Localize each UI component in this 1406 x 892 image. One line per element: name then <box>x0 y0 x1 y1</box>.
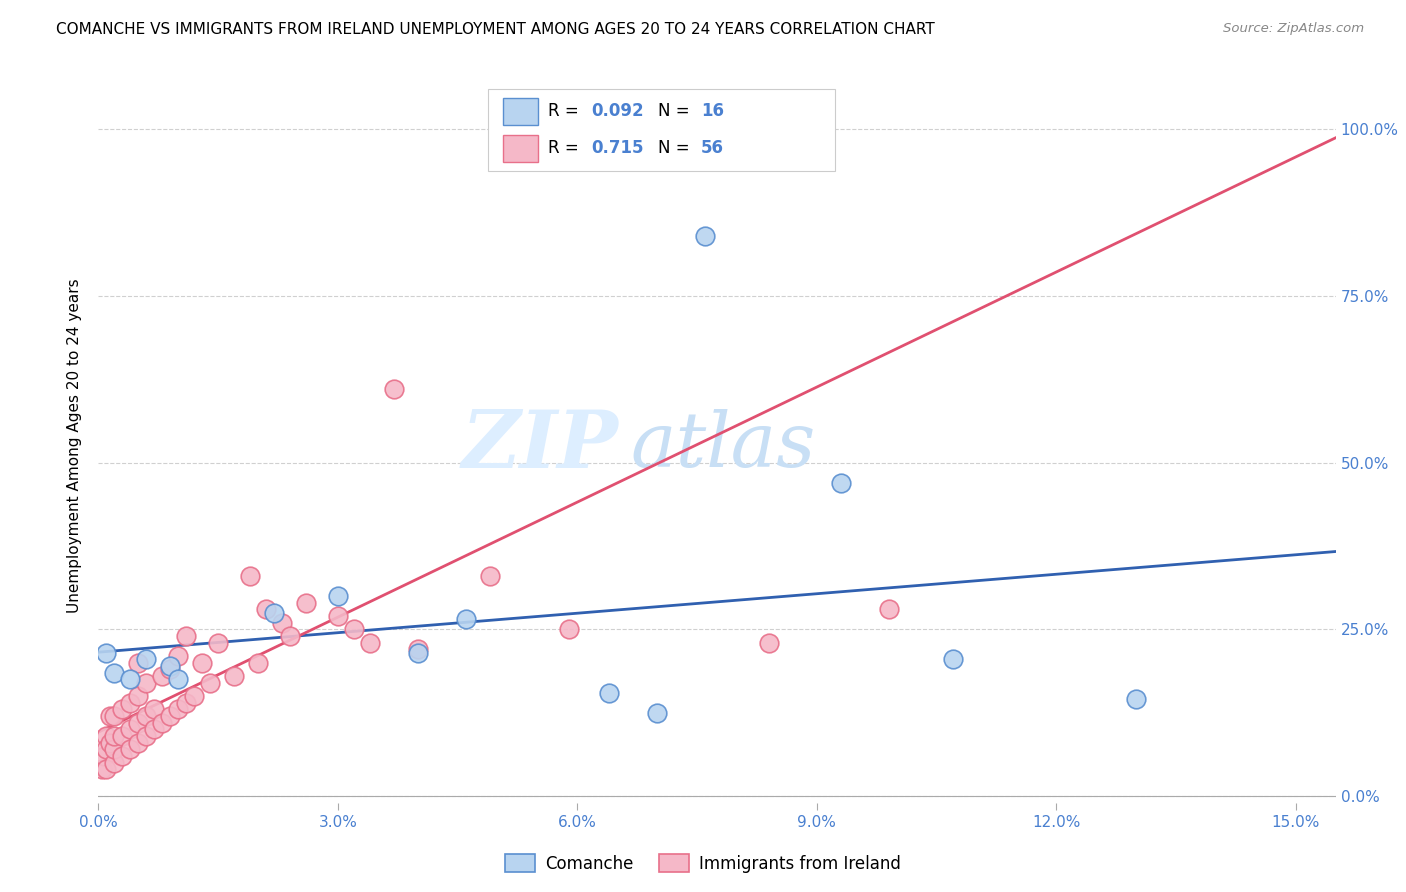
Point <box>167 702 190 716</box>
Point <box>103 742 125 756</box>
Point <box>167 649 190 664</box>
Legend: Comanche, Immigrants from Ireland: Comanche, Immigrants from Ireland <box>499 847 907 880</box>
Point <box>382 382 405 396</box>
Point <box>120 723 142 737</box>
Point <box>135 652 157 666</box>
Y-axis label: Unemployment Among Ages 20 to 24 years: Unemployment Among Ages 20 to 24 years <box>67 278 83 614</box>
Point <box>830 475 852 490</box>
Point <box>295 596 318 610</box>
Point <box>96 646 118 660</box>
Text: N =: N = <box>658 103 695 120</box>
Point <box>127 715 149 730</box>
Point <box>135 709 157 723</box>
Point <box>174 629 197 643</box>
Point <box>120 742 142 756</box>
Point <box>598 686 620 700</box>
Point <box>207 636 229 650</box>
Point <box>96 763 118 777</box>
Point <box>100 709 122 723</box>
Text: 56: 56 <box>702 139 724 157</box>
Point <box>103 756 125 770</box>
Point <box>271 615 294 630</box>
Text: atlas: atlas <box>630 409 815 483</box>
Point <box>1125 692 1147 706</box>
Point <box>143 702 166 716</box>
Point <box>167 673 190 687</box>
Point <box>198 675 221 690</box>
Point <box>100 736 122 750</box>
Point <box>406 646 429 660</box>
Point <box>191 656 214 670</box>
Point <box>120 673 142 687</box>
Point <box>150 669 173 683</box>
Point <box>135 675 157 690</box>
Point <box>693 228 716 243</box>
Point <box>111 702 134 716</box>
Point <box>94 729 117 743</box>
Point <box>120 696 142 710</box>
Point <box>127 736 149 750</box>
Point <box>135 729 157 743</box>
Point <box>159 662 181 676</box>
Point <box>159 659 181 673</box>
Point <box>174 696 197 710</box>
Text: R =: R = <box>547 139 583 157</box>
Point <box>326 609 349 624</box>
Point <box>254 602 277 616</box>
Point <box>278 629 301 643</box>
Point <box>558 623 581 637</box>
FancyBboxPatch shape <box>503 98 537 125</box>
Point <box>150 715 173 730</box>
Point <box>645 706 668 720</box>
Point <box>478 569 501 583</box>
Point <box>678 122 700 136</box>
Point <box>454 612 477 626</box>
Point <box>143 723 166 737</box>
Point <box>877 602 900 616</box>
Point <box>183 689 205 703</box>
Text: 16: 16 <box>702 103 724 120</box>
Point <box>127 656 149 670</box>
Text: 0.715: 0.715 <box>591 139 644 157</box>
Point <box>103 665 125 680</box>
Text: R =: R = <box>547 103 583 120</box>
Point <box>224 669 246 683</box>
Point <box>127 689 149 703</box>
Point <box>239 569 262 583</box>
FancyBboxPatch shape <box>503 135 537 162</box>
Text: ZIP: ZIP <box>461 408 619 484</box>
Point <box>91 763 114 777</box>
Point <box>159 709 181 723</box>
Point <box>758 636 780 650</box>
Point <box>247 656 270 670</box>
Point <box>406 642 429 657</box>
Point <box>111 749 134 764</box>
Text: N =: N = <box>658 139 695 157</box>
Point <box>343 623 366 637</box>
Point <box>103 729 125 743</box>
Point <box>359 636 381 650</box>
Text: Source: ZipAtlas.com: Source: ZipAtlas.com <box>1223 22 1364 36</box>
Point <box>941 652 963 666</box>
Point <box>103 709 125 723</box>
Point <box>326 589 349 603</box>
Point <box>96 742 118 756</box>
FancyBboxPatch shape <box>488 89 835 171</box>
Point <box>263 606 285 620</box>
Point <box>797 122 820 136</box>
Text: COMANCHE VS IMMIGRANTS FROM IRELAND UNEMPLOYMENT AMONG AGES 20 TO 24 YEARS CORRE: COMANCHE VS IMMIGRANTS FROM IRELAND UNEM… <box>56 22 935 37</box>
Point <box>111 729 134 743</box>
Point <box>93 749 115 764</box>
Text: 0.092: 0.092 <box>591 103 644 120</box>
